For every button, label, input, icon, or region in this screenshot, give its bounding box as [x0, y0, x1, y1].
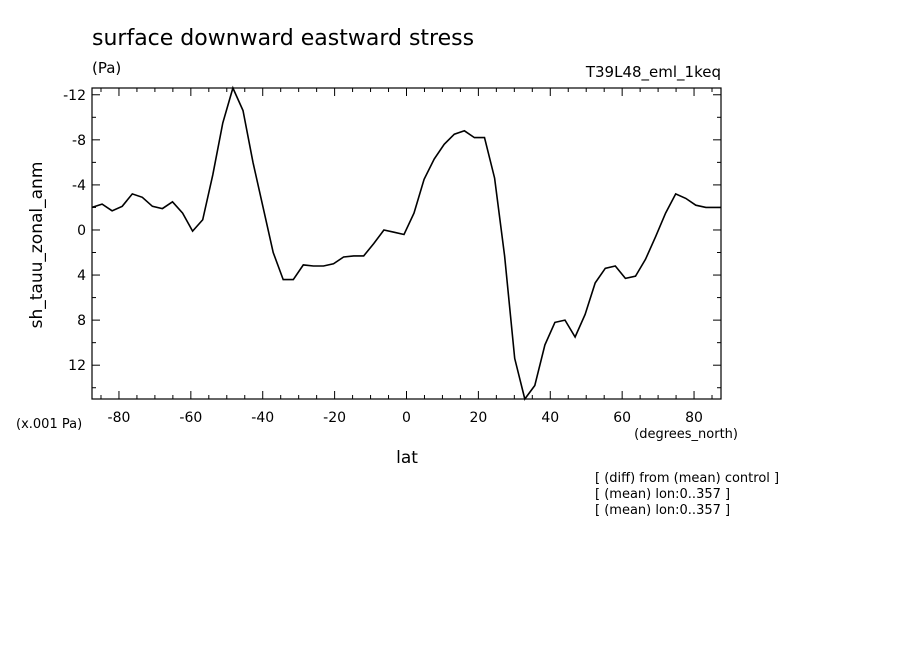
y-tick-label: 0 — [77, 223, 86, 239]
x-tick-label: -20 — [323, 410, 346, 426]
y-scale-note: (x.001 Pa) — [16, 417, 82, 432]
x-axis-label: lat — [396, 448, 418, 468]
y-tick-label: -8 — [72, 133, 86, 149]
x-tick-label: -60 — [179, 410, 202, 426]
y-tick-label: 8 — [77, 313, 86, 329]
x-tick-label: 0 — [402, 410, 411, 426]
x-units-label: (degrees_north) — [634, 427, 738, 442]
x-tick-label: -80 — [108, 410, 131, 426]
x-tick-label: -40 — [251, 410, 274, 426]
x-tick-label: 80 — [685, 410, 703, 426]
note-line-3: [ (mean) lon:0..357 ] — [595, 503, 730, 518]
x-tick-label: 40 — [541, 410, 559, 426]
y-tick-label: -4 — [72, 178, 86, 194]
axis-ticks — [92, 88, 721, 399]
experiment-label: T39L48_eml_1keq — [585, 63, 721, 82]
units-label: (Pa) — [92, 59, 121, 77]
x-tick-label: 20 — [469, 410, 487, 426]
y-tick-label: -12 — [63, 88, 86, 104]
y-tick-label: 12 — [68, 358, 86, 374]
note-line-2: [ (mean) lon:0..357 ] — [595, 487, 730, 502]
y-tick-label: 4 — [77, 268, 86, 284]
y-tick-labels: -12 -8 -4 0 4 8 12 — [63, 88, 86, 374]
x-tick-label: 60 — [613, 410, 631, 426]
plot-frame — [91, 87, 722, 400]
chart-title: surface downward eastward stress — [92, 26, 474, 51]
series-line — [91, 85, 721, 401]
x-tick-labels: -80 -60 -40 -20 0 20 40 60 80 — [108, 410, 703, 426]
y-axis-label: sh_tauu_zonal_anm — [27, 162, 47, 329]
note-line-1: [ (diff) from (mean) control ] — [595, 471, 779, 486]
